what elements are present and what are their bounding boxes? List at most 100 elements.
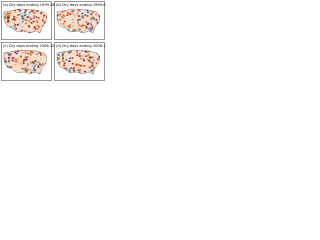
map-cell <box>77 15 80 17</box>
panel-title: (c) Dry days ending 2006-10 <box>3 44 55 48</box>
map-cell <box>73 70 75 72</box>
map-cell <box>19 62 22 64</box>
map-cell <box>9 66 12 69</box>
map-cell <box>30 51 33 53</box>
map-cell <box>33 65 36 67</box>
map-cell <box>57 18 59 21</box>
map-cell <box>40 53 43 56</box>
map-cell <box>29 54 32 56</box>
map-cell <box>24 51 27 54</box>
map-cell <box>90 20 93 23</box>
map-cell <box>92 22 95 25</box>
map-cell <box>22 62 25 65</box>
map-cell <box>92 27 95 30</box>
map-cell <box>76 64 79 67</box>
map-cell <box>87 11 89 14</box>
map-cell <box>24 67 27 70</box>
map-outline <box>56 49 101 75</box>
map-cell <box>72 18 74 21</box>
map-cell <box>82 24 84 27</box>
map-cell <box>15 60 18 63</box>
panel-title: (b) Dry days ending 1999-09 <box>56 3 106 7</box>
map-cell <box>25 13 27 16</box>
map-cell <box>25 19 28 22</box>
map-cell <box>71 10 74 13</box>
map-cell <box>15 58 18 61</box>
map-cell <box>72 68 75 70</box>
map-cell <box>32 30 35 33</box>
map-cell <box>61 54 64 56</box>
map-cell <box>34 69 37 71</box>
map-cell <box>37 66 40 68</box>
map-cell <box>85 55 88 57</box>
map-cell <box>16 57 19 60</box>
map-cell <box>85 26 88 29</box>
map-cell <box>77 51 80 53</box>
map-cell <box>43 14 46 17</box>
map-cell <box>79 69 82 71</box>
map-cell <box>91 15 94 17</box>
map-cell <box>62 60 64 62</box>
map-cell <box>14 23 17 26</box>
map-cell <box>61 11 64 13</box>
map-cell <box>37 17 40 19</box>
map-cell <box>91 26 94 29</box>
map-cell <box>35 10 38 13</box>
map-cell <box>91 69 94 71</box>
map-cell <box>65 67 68 70</box>
map-cell <box>6 15 9 18</box>
map-cell <box>69 13 72 15</box>
map-cell <box>90 28 93 30</box>
map-cell <box>98 15 100 18</box>
map-cell <box>25 59 27 61</box>
map-cell <box>9 17 12 20</box>
map-cell <box>36 21 39 24</box>
map-cell <box>91 61 94 64</box>
map-cell <box>78 52 81 55</box>
map-cell <box>19 10 21 12</box>
map-cell <box>75 63 78 65</box>
map-cell <box>69 51 71 54</box>
map-cell <box>31 51 34 54</box>
map-cell <box>77 19 79 22</box>
map-cell <box>35 24 38 27</box>
map-cell <box>80 57 83 60</box>
map-cell <box>20 50 23 51</box>
map-cell <box>89 66 92 69</box>
map-cell <box>86 15 89 17</box>
map-cell <box>69 24 71 26</box>
map-cell <box>23 21 26 24</box>
map-cell <box>28 13 31 16</box>
map-cell <box>67 51 70 54</box>
map-cell <box>63 25 66 28</box>
map-cell <box>15 17 18 19</box>
map-cell <box>29 11 32 14</box>
map-cell <box>21 52 24 54</box>
map-cell <box>21 17 24 20</box>
map-cell <box>77 9 80 12</box>
map-cell <box>73 66 76 69</box>
map-cell <box>22 17 25 20</box>
map-cell <box>78 71 81 74</box>
map-cell <box>22 9 25 12</box>
map-outline <box>3 8 48 34</box>
map-cell <box>9 53 12 56</box>
map-cell <box>89 61 92 63</box>
map-cell <box>15 27 17 30</box>
map-cell <box>42 16 45 19</box>
map-cell <box>62 23 65 25</box>
map-cell <box>11 18 14 21</box>
map-cell <box>91 56 94 59</box>
map-cell <box>75 64 78 66</box>
map-cell <box>72 10 75 12</box>
map-cell <box>33 17 36 19</box>
map-cell <box>68 60 71 62</box>
map-cell <box>4 12 6 15</box>
map-cell <box>14 51 17 54</box>
map-cell <box>7 54 10 56</box>
map-cell <box>66 14 69 17</box>
map-cell <box>24 11 26 13</box>
map-cell <box>7 19 9 22</box>
map-cell <box>86 9 89 12</box>
map-cell <box>40 64 43 67</box>
